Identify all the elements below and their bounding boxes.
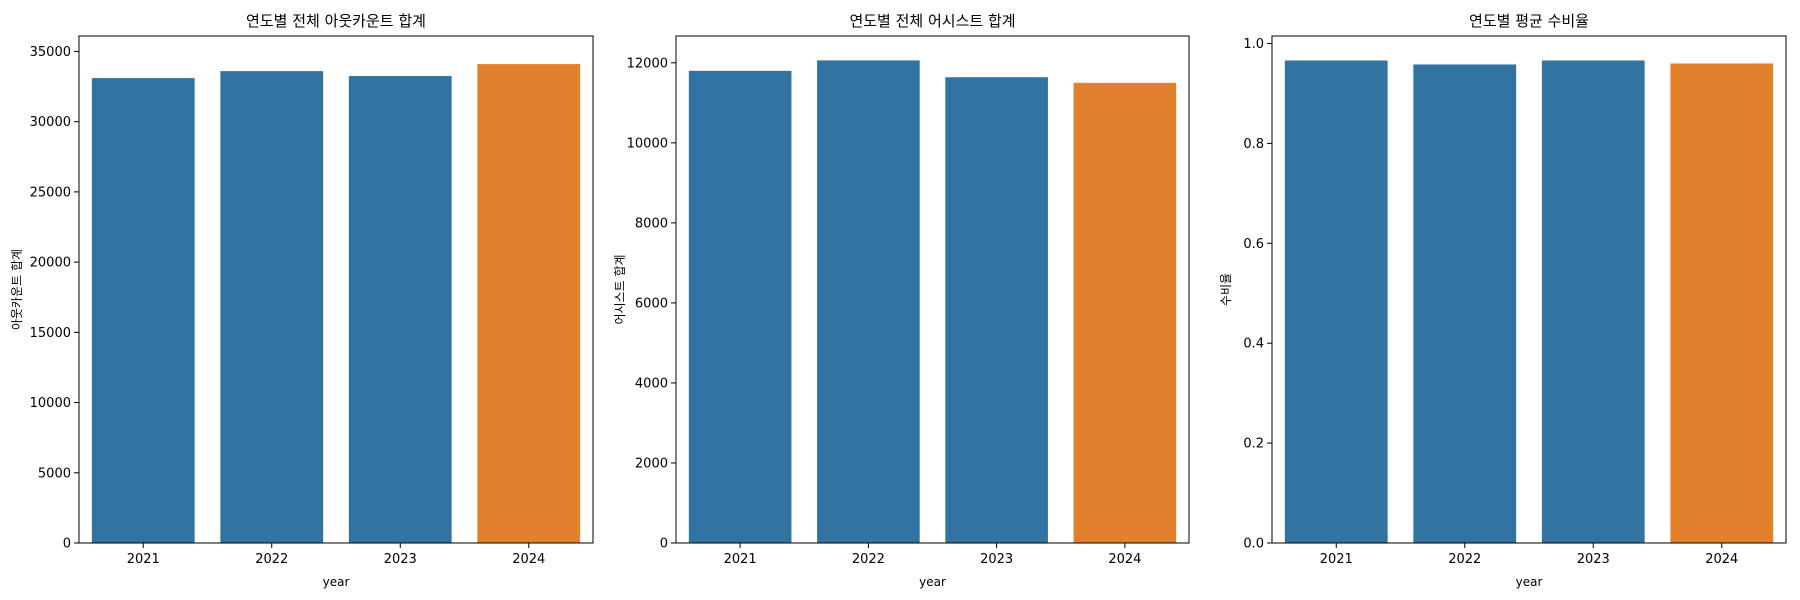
chart-1-y-tick-label-15000: 15000 <box>30 326 71 341</box>
chart-2-x-tick-label-2023: 2023 <box>980 552 1013 567</box>
chart-3-y-tick-label-0.2: 0.2 <box>1243 437 1264 452</box>
chart-3-y-axis-label: 수비율 <box>1219 273 1233 306</box>
chart-2-y-tick-label-2000: 2000 <box>635 456 668 471</box>
chart-3-bar-2023 <box>1541 60 1645 543</box>
chart-1-x-tick-label-2023: 2023 <box>384 552 417 567</box>
chart-2-y-tick-label-4000: 4000 <box>635 376 668 391</box>
chart-2-bar-2021 <box>688 70 792 543</box>
chart-3-y-tick-label-0.6: 0.6 <box>1243 237 1264 252</box>
chart-3-y-tick-label-0.4: 0.4 <box>1243 337 1264 352</box>
chart-2-x-tick-label-2024: 2024 <box>1108 552 1141 567</box>
chart-2-y-tick-label-10000: 10000 <box>627 136 668 151</box>
chart-3-x-tick-label-2024: 2024 <box>1705 552 1738 567</box>
chart-2-x-axis-label: year <box>919 575 946 589</box>
chart-2-axes-frame <box>675 35 1190 544</box>
chart-1-y-tick-label-10000: 10000 <box>30 396 71 411</box>
chart-1-bar-2024 <box>477 64 581 543</box>
chart-3-x-tick-label-2023: 2023 <box>1577 552 1610 567</box>
chart-1-bar-2023 <box>348 76 452 543</box>
chart-2-bar-2023 <box>945 77 1048 543</box>
chart-2-x-tick-label-2021: 2021 <box>724 552 757 567</box>
chart-3-bar-2021 <box>1284 60 1388 543</box>
chart-2-bar-2022 <box>817 60 920 543</box>
chart-1-x-tick-label-2024: 2024 <box>512 552 545 567</box>
chart-1-y-tick-label-5000: 5000 <box>38 466 71 481</box>
chart-1-y-tick-label-35000: 35000 <box>30 45 71 60</box>
chart-3-y-tick-label-0.8: 0.8 <box>1243 137 1264 152</box>
chart-3-bar-2022 <box>1413 64 1517 543</box>
chart-2-y-tick-label-6000: 6000 <box>635 296 668 311</box>
chart-3-bar-2024 <box>1670 63 1774 543</box>
chart-2-y-axis-label: 어시스트 합계 <box>613 254 627 324</box>
chart-1-axes-frame <box>78 35 594 544</box>
chart-1-y-tick-label-25000: 25000 <box>30 185 71 200</box>
chart-2-title: 연도별 전체 어시스트 합계 <box>849 12 1015 30</box>
chart-2-y-tick-label-12000: 12000 <box>627 56 668 71</box>
chart-2-y-tick-label-0: 0 <box>660 537 668 552</box>
chart-1-bar-2022 <box>220 71 324 544</box>
chart-1-y-axis-label: 아웃카운트 합계 <box>10 249 24 330</box>
chart-1-y-tick-label-0: 0 <box>63 537 71 552</box>
chart-1-y-tick-label-20000: 20000 <box>30 256 71 271</box>
chart-2-x-tick-label-2022: 2022 <box>852 552 885 567</box>
chart-3-x-axis-label: year <box>1516 575 1543 589</box>
chart-1-x-tick-label-2022: 2022 <box>255 552 288 567</box>
chart-1-bar-2021 <box>91 78 195 543</box>
chart-3-y-tick-label-0.0: 0.0 <box>1243 537 1264 552</box>
chart-1-x-tick-label-2021: 2021 <box>127 552 160 567</box>
chart-2-bar-2024 <box>1073 82 1177 543</box>
chart-1-title: 연도별 전체 아웃카운트 합계 <box>246 12 426 30</box>
chart-2-y-tick-label-8000: 8000 <box>635 216 668 231</box>
chart-1-y-tick-label-30000: 30000 <box>30 115 71 130</box>
chart-3-x-tick-label-2021: 2021 <box>1320 552 1353 567</box>
chart-3-y-tick-label-1.0: 1.0 <box>1243 37 1264 52</box>
chart-3-title: 연도별 평균 수비율 <box>1469 12 1589 30</box>
chart-1-x-axis-label: year <box>323 575 350 589</box>
chart-3-axes-frame <box>1271 35 1787 544</box>
chart-3-x-tick-label-2022: 2022 <box>1448 552 1481 567</box>
